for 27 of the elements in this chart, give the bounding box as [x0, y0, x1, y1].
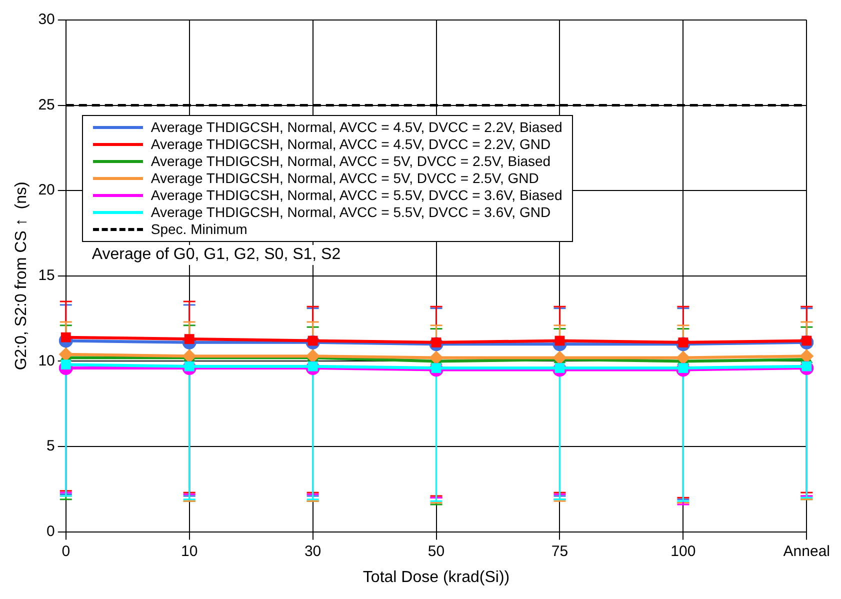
point [429, 350, 444, 365]
legend-label: Average THDIGCSH, Normal, AVCC = 4.5V, DVCC = 2.2V, GND [150, 136, 551, 152]
y-tick-label: 5 [46, 438, 55, 455]
legend-label: Average THDIGCSH, Normal, AVCC = 5V, DVCC = 2.5V, Biased [150, 153, 551, 170]
legend-label: Average THDIGCSH, Normal, AVCC = 5.5V, DVCC = 3.6V, GND [150, 204, 551, 220]
point [800, 349, 814, 364]
x-tick-label: 30 [304, 542, 322, 560]
x-tick-label: 50 [428, 542, 445, 560]
x-tick-label: 100 [670, 542, 696, 560]
legend-label: Average THDIGCSH, Normal, AVCC = 5V, DVCC = 2.5V, GND [150, 170, 539, 186]
x-tick-label: 0 [62, 542, 70, 560]
x-axis-title: Total Dose (krad(Si)) [362, 568, 510, 586]
y-axis-title: G2:0, S2:0 from CS ↑ (ns) [13, 182, 30, 370]
legend-label: Average THDIGCSH, Normal, AVCC = 4.5V, DVCC = 2.2V, Biased [150, 119, 562, 136]
point [676, 350, 690, 365]
y-tick-label: 15 [38, 267, 55, 284]
legend-label: Average THDIGCSH, Normal, AVCC = 5.5V, DVCC = 3.6V, Biased [150, 187, 562, 204]
legend-label: Spec. Minimum [150, 221, 248, 238]
x-tick-label: 75 [551, 542, 568, 560]
x-tick-label: Anneal [783, 542, 830, 560]
annotation: Average of G0, G1, G2, S0, S1, S2 [88, 245, 345, 266]
y-tick-label: 30 [38, 11, 55, 28]
y-tick-label: 20 [38, 182, 55, 199]
y-tick-label: 25 [38, 96, 55, 114]
y-tick-label: 10 [38, 352, 55, 370]
y-tick-label: 0 [46, 522, 55, 540]
x-tick-label: 10 [181, 542, 198, 560]
